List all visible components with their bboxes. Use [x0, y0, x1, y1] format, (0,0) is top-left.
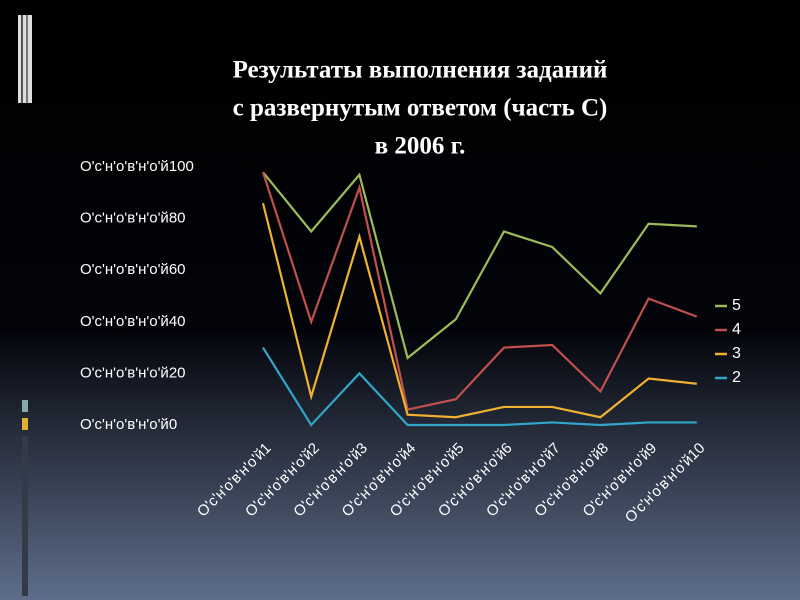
- legend-label: 4: [732, 321, 741, 338]
- series-line: [261, 202, 697, 419]
- decoration: [18, 15, 32, 596]
- legend-label: 5: [732, 297, 741, 314]
- y-tick-label: O'c'н'o'в'н'o'й0: [80, 416, 177, 433]
- title-line: в 2006 г.: [375, 133, 466, 160]
- series-line: [261, 171, 698, 411]
- legend-label: 2: [732, 369, 741, 386]
- legend-label: 3: [732, 345, 741, 362]
- y-tick-label: O'c'н'o'в'н'o'й100: [80, 158, 194, 175]
- y-tick-label: O'c'н'o'в'н'o'й80: [80, 210, 186, 227]
- title-line: с развернутым ответом (часть С): [233, 95, 608, 122]
- title: Результаты выполнения заданий с развернут…: [233, 57, 608, 160]
- y-tick-label: O'c'н'o'в'н'o'й40: [80, 313, 186, 330]
- series-line: [262, 171, 697, 360]
- y-tick-label: O'c'н'o'в'н'o'й20: [80, 364, 186, 381]
- y-tick-label: O'c'н'o'в'н'o'й60: [80, 261, 186, 278]
- title-line: Результаты выполнения заданий: [233, 57, 608, 84]
- series-line: [262, 347, 697, 427]
